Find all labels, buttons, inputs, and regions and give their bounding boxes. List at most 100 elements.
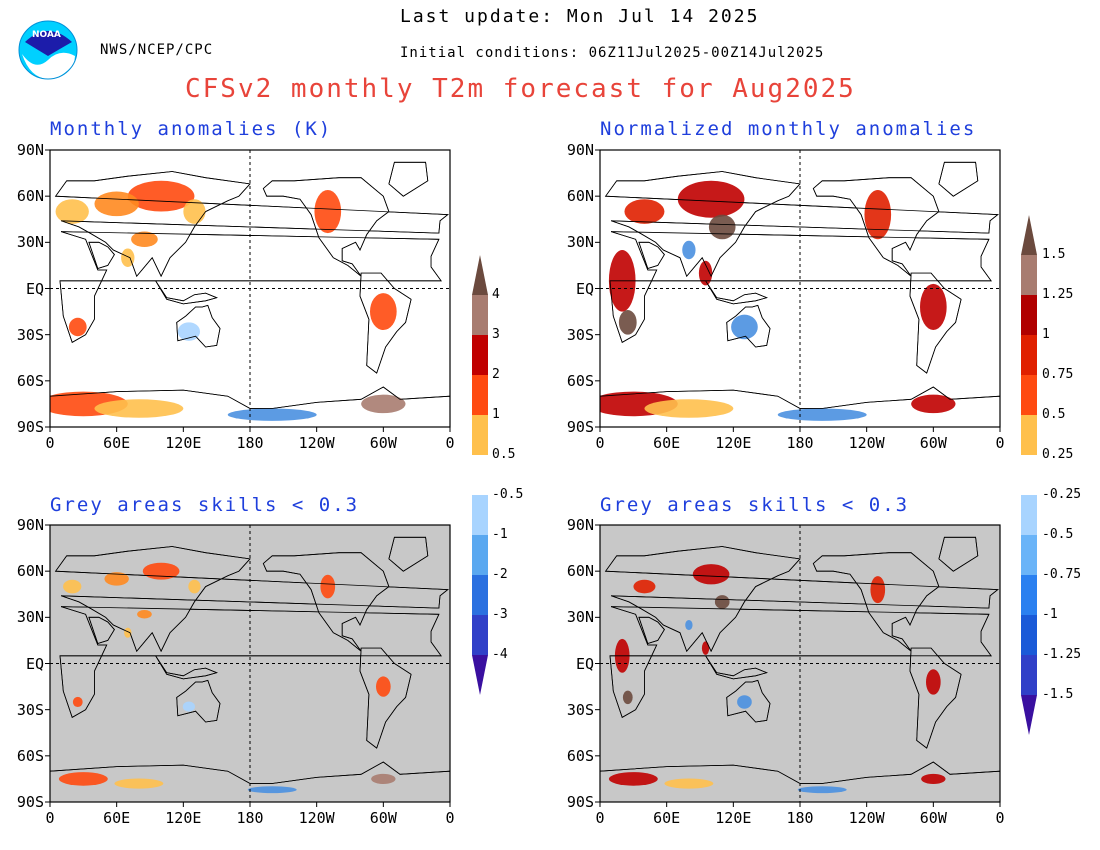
coastline-arabia [638, 616, 665, 644]
anomaly-blob [633, 579, 656, 594]
colorbar-arrow-bottom [472, 655, 488, 695]
colorbar-label: -1.5 [1042, 687, 1074, 702]
lon-label: 120W [298, 809, 335, 827]
colorbar-segment-neutral [472, 455, 488, 495]
lon-label: 0 [595, 434, 605, 452]
lon-label: 0 [445, 809, 455, 827]
anomaly-blob [361, 394, 406, 414]
anomaly-blob [698, 260, 713, 286]
lon-label: 60E [653, 809, 681, 827]
coastline-greenland [388, 161, 429, 197]
anomaly-blob [708, 214, 736, 240]
lat-label: 30S [16, 700, 44, 719]
anomaly-blob [183, 199, 206, 224]
lon-label: 120E [715, 434, 752, 452]
anomaly-blob [137, 610, 152, 619]
coastline-arabia [638, 241, 665, 269]
anomaly-blob [911, 394, 956, 414]
lon-label: 120E [165, 809, 202, 827]
anomaly-blob [731, 314, 758, 340]
colorbar-label: -0.5 [1042, 527, 1074, 542]
anomaly-layer [50, 180, 406, 421]
anomaly-layer [600, 180, 956, 421]
colorbar-segment-negative [1021, 495, 1037, 535]
anomaly-blob [926, 669, 941, 695]
coastline-eurasia [604, 171, 999, 278]
colorbar-segment-positive [472, 375, 488, 415]
anomaly-blob [63, 579, 82, 594]
anomaly-blob [608, 772, 658, 786]
lat-label: 90N [16, 516, 44, 534]
anomaly-blob [777, 408, 867, 421]
anomaly-blob [72, 696, 83, 708]
coastlines [50, 161, 450, 427]
lon-label: 180 [236, 434, 264, 452]
lon-label: 60W [919, 434, 947, 452]
coastlines [600, 536, 1000, 802]
coastline-australia [726, 304, 771, 348]
lon-label: 0 [445, 434, 455, 452]
lon-label: 180 [786, 434, 814, 452]
coastline-eurasia [54, 546, 449, 653]
anomaly-blob [692, 564, 730, 585]
coastline-indonesia [705, 280, 768, 305]
panel-title-bottom-left: Grey areas skills < 0.3 [50, 494, 360, 516]
initial-conditions: Initial conditions: 06Z11Jul2025-00Z14Ju… [400, 45, 825, 61]
lat-label: 60S [16, 371, 44, 390]
lat-label: 60N [16, 562, 44, 581]
lat-label: 30N [16, 608, 44, 627]
anomaly-blob [682, 240, 696, 260]
coastline-samerica [359, 647, 412, 749]
colorbar-label: 4 [492, 287, 500, 302]
coastline-antarctica [600, 761, 1000, 802]
anomaly-blob [376, 676, 391, 697]
lat-label: 30S [566, 700, 594, 719]
lon-label: 120W [848, 809, 885, 827]
lon-label: 60E [653, 434, 681, 452]
anomaly-blob [320, 574, 336, 599]
lat-label: 90S [566, 793, 594, 811]
colorbar-label: 0.5 [492, 447, 516, 462]
colorbar-segment-positive [472, 295, 488, 335]
anomaly-blob [864, 190, 892, 240]
anomaly-blob [188, 579, 201, 594]
coastline-arabia [88, 616, 115, 644]
anomaly-blob [114, 778, 164, 789]
anomaly-layer [58, 562, 396, 794]
colorbar-label: -0.25 [1042, 487, 1082, 502]
colorbar-label: -4 [492, 647, 508, 662]
lon-label: 60E [103, 434, 131, 452]
coastline-africa [609, 606, 992, 718]
colorbar-segment-positive [1021, 375, 1037, 415]
lat-label: EQ [575, 279, 594, 298]
colorbar-label: 0.25 [1042, 447, 1074, 462]
lat-label: 60N [566, 562, 594, 581]
lat-label: EQ [25, 279, 44, 298]
coastline-africa [609, 231, 992, 343]
lon-label: 60W [369, 809, 397, 827]
colorbar-segment-positive [1021, 335, 1037, 375]
org-label: NWS/NCEP/CPC [100, 42, 214, 58]
anomaly-blob [737, 695, 752, 709]
anomaly-blob [247, 786, 297, 794]
anomaly-blob [124, 627, 132, 638]
colorbar-segment-negative [472, 495, 488, 535]
colorbar-label: -1 [1042, 607, 1058, 622]
coastline-africa [59, 606, 442, 718]
lat-label: 90N [566, 141, 594, 159]
coastline-australia [176, 679, 221, 723]
colorbar-label: 1 [492, 407, 500, 422]
lon-label: 0 [45, 809, 55, 827]
anomaly-layer [608, 564, 946, 794]
lon-label: 120W [848, 434, 885, 452]
anomaly-blob [121, 248, 135, 267]
colorbar-label: -1 [492, 527, 508, 542]
colorbar-arrow-bottom [1021, 695, 1037, 735]
colorbar-label: -3 [492, 607, 508, 622]
colorbar-label: 0.75 [1042, 367, 1074, 382]
lat-label: 30S [16, 325, 44, 344]
anomaly-blob [182, 701, 195, 712]
lat-label: 30N [566, 233, 594, 252]
colorbar-label: 1.5 [1042, 247, 1066, 262]
coastline-namerica [812, 552, 940, 652]
